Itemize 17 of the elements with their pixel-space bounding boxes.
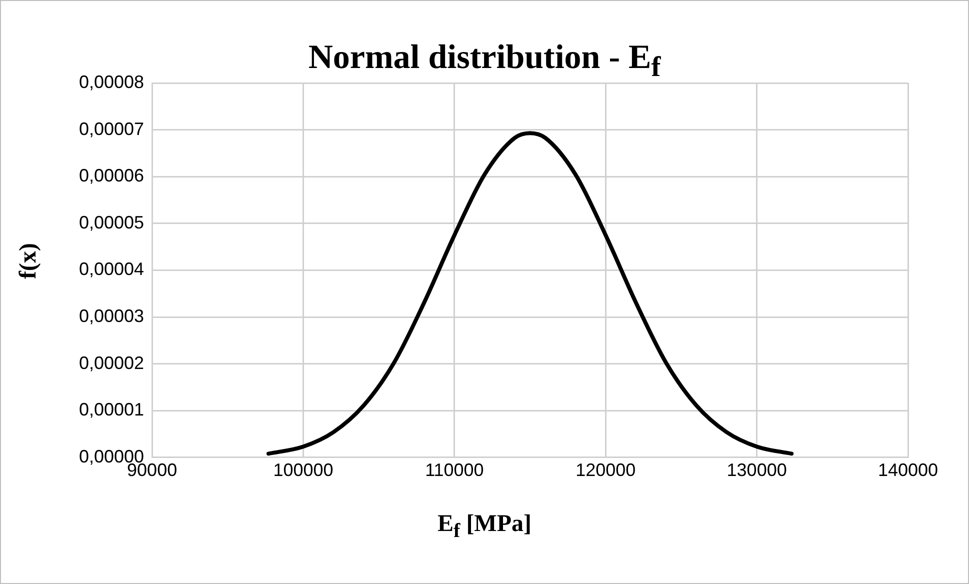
y-tick-label: 0,00003 [78,306,144,326]
x-tick-label: 120000 [576,460,636,480]
x-axis-title: E$_{f}$ [MPa] [436,511,532,543]
x-tick-label: 130000 [726,460,787,480]
y-tick-label: 0,00005 [78,212,144,232]
x-tick-label: 100000 [273,460,334,480]
y-tick-label: 0,00007 [78,118,144,139]
y-tick-label: 0,00006 [78,166,144,186]
y-axis-title: f(x) [16,243,42,279]
y-tick-label: 0,00001 [78,400,144,420]
y-tick-label: 0,00004 [78,259,144,280]
y-tick-label: 0,00008 [78,72,144,92]
x-tick-label: 110000 [425,460,484,480]
line-series [266,131,794,456]
y-tick-label: 0,00002 [78,352,144,373]
chart-title: Normal distribution - E$_{f}$ [308,39,661,83]
x-tick-label: 140000 [878,460,938,480]
